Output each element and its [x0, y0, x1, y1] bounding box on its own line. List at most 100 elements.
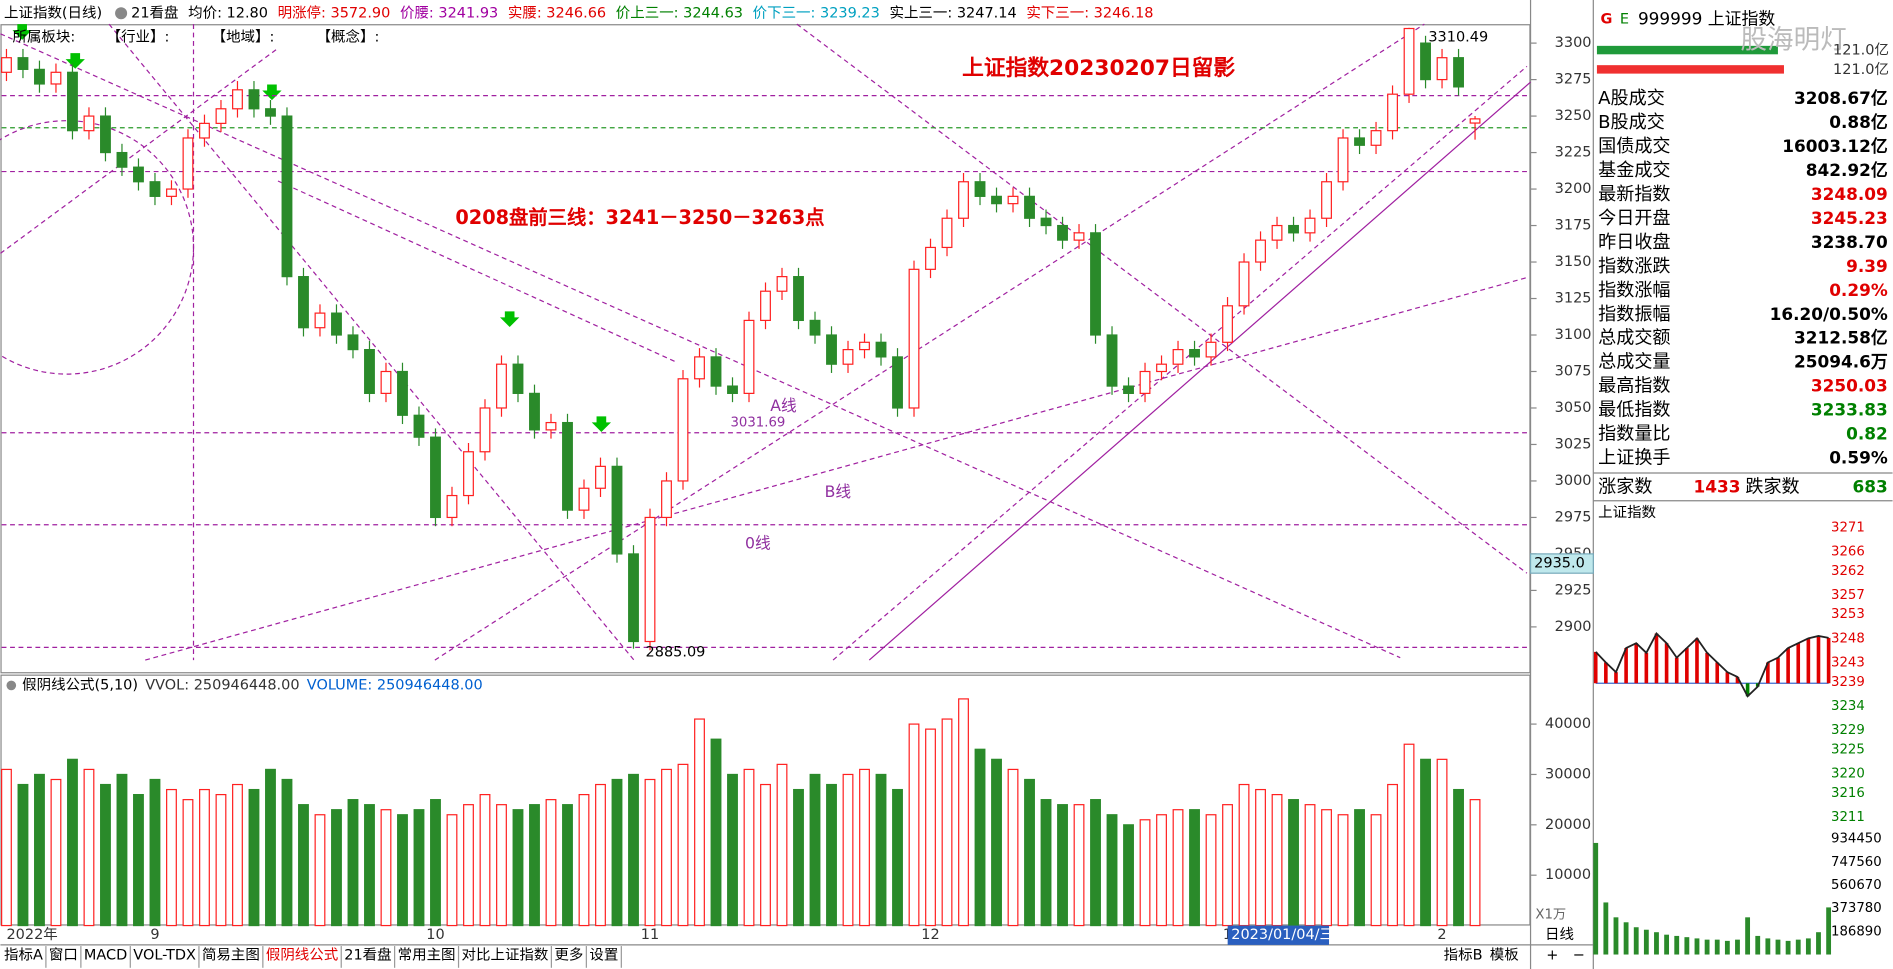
candle-body	[958, 181, 969, 219]
candle-body	[463, 451, 474, 497]
candle-body	[1172, 348, 1184, 365]
y-tick-label: 3248	[1831, 631, 1865, 646]
trend-line	[796, 23, 1528, 574]
tab[interactable]: MACD	[84, 948, 127, 964]
candle-body	[298, 276, 309, 329]
quote-e: E	[1620, 11, 1629, 27]
side-tab[interactable]: 日线	[1545, 926, 1574, 943]
candle-body	[116, 151, 128, 168]
y-tick-label: 3125	[1555, 291, 1592, 307]
candle-body	[545, 421, 557, 431]
candle-body	[430, 436, 441, 519]
y-tick-label: 3250	[1555, 108, 1592, 124]
intraday-volume-bar	[1704, 939, 1710, 955]
candle-body	[232, 89, 243, 110]
tab[interactable]: 更多	[554, 947, 583, 964]
breadth-label: 跌家数	[1745, 477, 1799, 498]
candle-body	[1370, 130, 1382, 146]
tab[interactable]: 21看盘	[344, 946, 391, 964]
tab[interactable]: 指标A	[4, 947, 43, 964]
side-tab[interactable]: +	[1546, 948, 1558, 964]
volume-bar	[974, 748, 986, 927]
volume-bar	[859, 768, 870, 927]
intraday-volume-bar	[1674, 935, 1680, 955]
trend-line	[434, 23, 1425, 661]
toolbar-item: 21看盘	[131, 3, 178, 21]
annotation: B线	[825, 482, 852, 501]
y-tick-label: 747560	[1831, 855, 1882, 870]
quote-label: 指数涨跌	[1598, 256, 1670, 277]
y-tick-label: 3271	[1831, 520, 1865, 535]
toolbar-item: 实下三一: 3246.18	[1026, 4, 1153, 21]
tab[interactable]: 常用主图	[398, 947, 456, 964]
intraday-volume-bar	[1795, 939, 1801, 955]
volume-bar	[793, 788, 804, 927]
sector-label: 【概念】:	[317, 27, 380, 45]
x-tick-label: 1	[1223, 927, 1232, 943]
trend-line	[0, 33, 1401, 659]
tab[interactable]: VOL-TDX	[133, 948, 196, 964]
volume-bar	[760, 783, 771, 927]
candle-body	[875, 341, 887, 358]
tab[interactable]: 设置	[589, 947, 618, 964]
candle-body	[595, 465, 606, 489]
toolbar-item: 明涨停: 3572.90	[278, 4, 391, 21]
y-tick-label: 3239	[1831, 675, 1865, 690]
candle-body	[809, 319, 821, 336]
candle-body	[1255, 239, 1266, 263]
quote-label: 最新指数	[1598, 184, 1670, 205]
volume-bar	[958, 698, 969, 927]
volume-bar	[314, 814, 326, 927]
volume-bar	[1436, 758, 1448, 927]
tab[interactable]: 指标B	[1444, 947, 1483, 964]
volume-bar	[1040, 799, 1052, 927]
arrow	[591, 416, 612, 433]
volume-header: VOLUME: 250946448.00	[307, 677, 483, 693]
candle-body	[1024, 195, 1035, 219]
y-tick-label: 3100	[1555, 327, 1592, 343]
quote-value: 0.59%	[1829, 448, 1888, 468]
toolbar-icon[interactable]	[115, 7, 128, 20]
volume-bar	[215, 793, 227, 927]
side-tab[interactable]: −	[1573, 948, 1585, 964]
intraday-volume-bar	[1664, 934, 1670, 955]
quote-g: G	[1601, 11, 1613, 27]
annotation: 0线	[745, 534, 771, 553]
volume-icon[interactable]	[6, 680, 17, 691]
tab[interactable]: 简易主图	[202, 947, 260, 964]
y-tick-label: 3243	[1831, 655, 1865, 670]
volume-bar	[875, 773, 887, 927]
candle-body	[793, 276, 804, 322]
trend-line	[145, 276, 1528, 661]
quote-label: 指数涨幅	[1598, 280, 1670, 301]
quote-label: 总成交额	[1598, 328, 1670, 349]
tab[interactable]: 模板	[1490, 946, 1519, 964]
volume-bar	[199, 788, 210, 927]
x-tick-label: 2022年	[6, 926, 57, 943]
candle-body	[776, 276, 788, 292]
tab[interactable]: 假阴线公式	[266, 947, 338, 964]
toolbar-item: 价下三一: 3239.23	[753, 5, 880, 21]
cursor-value-box	[1529, 553, 1594, 574]
intraday-volume-bar	[1826, 907, 1832, 955]
volume-bar	[1354, 809, 1365, 927]
quote-label: 昨日收盘	[1598, 232, 1670, 253]
unit-label: X1万	[1535, 908, 1566, 923]
tab[interactable]: 窗口	[49, 946, 78, 964]
intraday-volume-bar	[1654, 932, 1659, 955]
candle-body	[17, 57, 29, 70]
quote-bar-red	[1596, 65, 1784, 74]
intraday-volume-bar	[1816, 932, 1821, 955]
quote-label: 基金成交	[1598, 160, 1670, 181]
volume-bar	[1172, 809, 1184, 927]
intraday-volume-bar	[1745, 917, 1751, 955]
candle-body	[1387, 93, 1398, 132]
quote-label: A股成交	[1598, 88, 1665, 109]
candle-body	[1139, 370, 1151, 394]
volume-bar	[496, 804, 507, 927]
candle-body	[1436, 57, 1448, 81]
quote-label: 国债成交	[1598, 136, 1670, 157]
candle-body	[1453, 57, 1464, 88]
tab[interactable]: 对比上证指数	[462, 947, 549, 964]
